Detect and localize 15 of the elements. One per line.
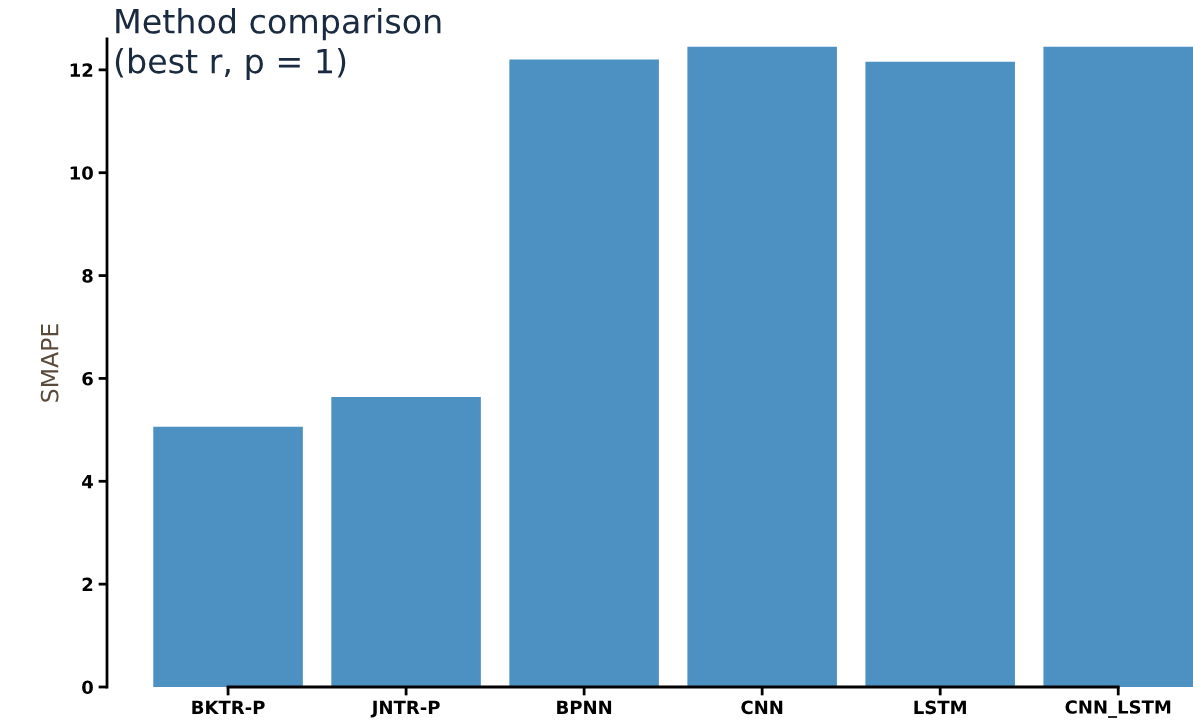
x-tick-label: CNN_LSTM xyxy=(1065,700,1171,718)
y-tick-label: 0 xyxy=(82,680,93,695)
x-tick-label: BKTR-P xyxy=(192,700,265,714)
y-tick-label: 2 xyxy=(82,577,93,591)
y-tick-label: 10 xyxy=(70,166,93,180)
x-tick-label: BPNN xyxy=(557,700,612,714)
chart-title: Method comparison (best r, p = 1) xyxy=(115,8,441,81)
y-tick-label: 12 xyxy=(70,63,93,77)
y-tick-label: 8 xyxy=(82,269,93,283)
y-tick-label: 6 xyxy=(82,371,93,386)
x-tick-label: LSTM xyxy=(914,700,966,715)
y-tick-label: 4 xyxy=(82,474,93,489)
x-tick-label: JNTR-P xyxy=(370,700,440,718)
y-axis-title: SMAPE xyxy=(40,324,59,402)
x-tick-label: CNN xyxy=(741,700,783,715)
